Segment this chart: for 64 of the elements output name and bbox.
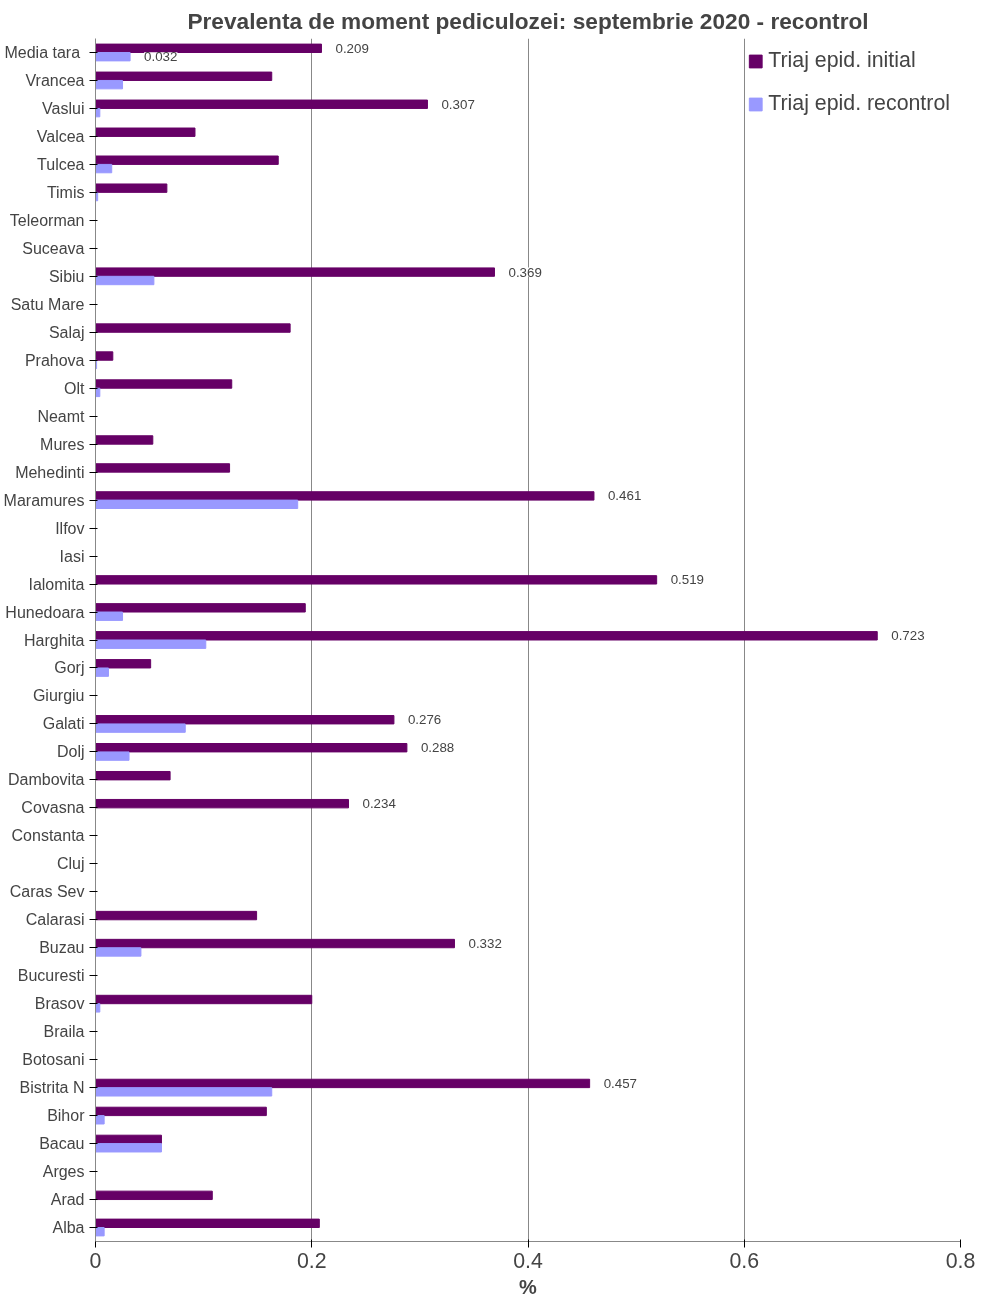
y-tick-label: Olt [64,379,86,397]
y-tick-label: Ialomita [28,575,85,593]
data-label: 0.723 [891,628,925,644]
legend-label: Triaj epid. initial [768,48,916,73]
y-tick-label: Timis [46,183,85,201]
y-tick-label: Harghita [24,631,85,649]
y-tick-label: Bacau [39,1135,85,1153]
data-label: 0.032 [144,49,178,65]
data-label: 0.234 [362,796,397,812]
y-tick-label: Maramures [3,491,85,509]
y-tick-label: Bihor [47,1107,86,1125]
y-tick-label: Valcea [36,127,85,145]
data-label: 0.457 [603,1075,637,1091]
y-tick-label: Mures [40,435,85,453]
data-label: 0.519 [670,572,705,588]
data-label: 0.369 [508,264,542,280]
data-label: 0.332 [468,936,502,952]
y-tick-label: Mehedinti [15,463,85,481]
y-tick-label: Suceava [22,239,85,257]
y-tick-label: Neamt [37,407,86,425]
y-tick-label: Constanta [11,827,85,845]
y-tick-label: Dambovita [8,771,85,789]
y-tick-label: Salaj [48,323,85,341]
x-tick-label: 0.6 [729,1248,760,1273]
legend-label: Triaj epid. recontrol [768,91,950,116]
x-tick-label: 0 [89,1248,102,1273]
y-tick-label: Giurgiu [32,687,85,705]
y-tick-label: Alba [52,1219,85,1237]
y-tick-label: Buzau [39,939,85,957]
y-tick-label: Botosani [22,1051,85,1069]
y-tick-label: Cluj [56,855,85,873]
y-tick-label: Prahova [24,351,85,369]
y-tick-label: Covasna [21,799,85,817]
data-label: 0.288 [420,740,455,756]
y-tick-label: Caras Sev [9,883,85,901]
chart-title: Prevalenta de moment pediculozei: septembrie 2020 - recontrol [187,7,869,34]
y-tick-label: Arad [50,1191,85,1209]
y-tick-label: Braila [43,1023,85,1041]
y-tick-label: Tulcea [37,155,85,173]
y-tick-label: Vaslui [42,99,85,117]
y-tick-label: Teleorman [9,211,85,229]
y-tick-label: Gorj [54,659,85,677]
x-tick-label: 0.8 [945,1248,976,1273]
y-tick-label: Bistrita N [19,1079,85,1097]
y-tick-label: Iasi [59,547,85,565]
x-tick-label: 0.4 [513,1248,543,1273]
data-label: 0.209 [335,40,369,56]
y-tick-label: Dolj [56,743,85,761]
data-label: 0.276 [407,712,442,728]
y-tick-label: Hunedoara [5,603,85,621]
y-tick-label: Sibiu [48,267,85,285]
y-tick-label: Bucuresti [17,967,85,985]
data-label: 0.307 [441,96,475,112]
y-tick-label: Satu Mare [10,295,85,313]
data-label: 0.461 [607,488,642,504]
y-tick-label: Vrancea [25,71,85,89]
x-axis-title: % [519,1275,538,1298]
y-tick-label: Arges [42,1163,85,1181]
x-tick-label: 0.2 [296,1248,327,1273]
y-tick-label: Galati [42,715,85,733]
y-tick-label: Calarasi [25,911,85,929]
y-tick-label: Brasov [34,995,85,1013]
y-tick-label: Media tara [4,43,81,61]
y-tick-label: Ilfov [55,519,85,537]
